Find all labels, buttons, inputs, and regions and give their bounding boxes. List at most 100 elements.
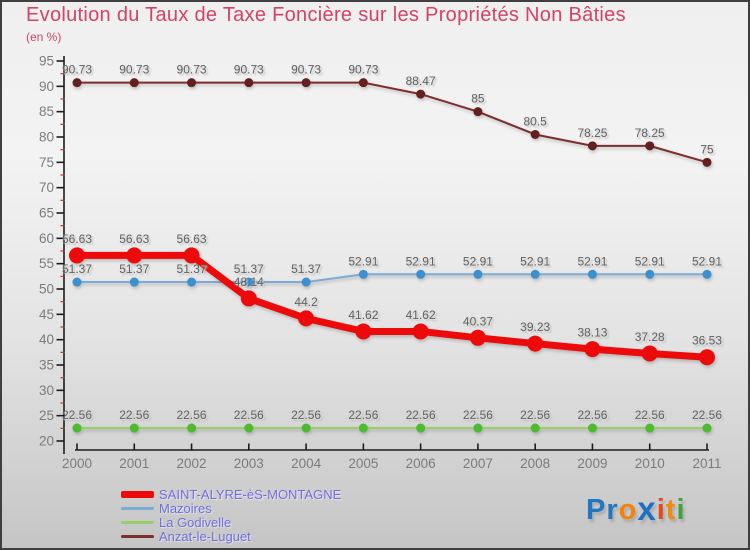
x-tick-label: 2008 bbox=[520, 456, 550, 471]
logo-letter: i bbox=[656, 494, 666, 526]
proxiti-logo: Proxiti bbox=[586, 489, 686, 527]
data-label: 22.56 bbox=[692, 408, 722, 422]
x-tick-label: 2004 bbox=[291, 456, 322, 471]
y-tick-label: 60 bbox=[39, 231, 54, 246]
data-label: 88.47 bbox=[406, 74, 436, 88]
data-point bbox=[301, 277, 311, 287]
logo-letter: x bbox=[637, 490, 657, 527]
data-label: 85 bbox=[471, 92, 485, 106]
y-tick-label: 50 bbox=[39, 282, 54, 297]
data-labels: 56.63 56.63 56.63 48.14 44.2 41.62 41.62 40.37 3… bbox=[62, 63, 722, 422]
data-point bbox=[183, 247, 200, 264]
x-tick-label: 2002 bbox=[177, 456, 207, 471]
data-label: 90.73 bbox=[119, 63, 149, 77]
line-chart: 20 25 30 35 40 45 50 55 60 65 70 75 80 85 90 95 2000 2001… bbox=[39, 54, 722, 472]
data-label: 52.91 bbox=[577, 254, 607, 268]
data-label: 52.91 bbox=[406, 254, 436, 268]
data-point bbox=[301, 78, 311, 88]
data-point bbox=[530, 423, 540, 433]
y-tick-label: 95 bbox=[39, 54, 54, 69]
data-label: 52.91 bbox=[463, 254, 493, 268]
legend-item: Mazoires bbox=[121, 502, 341, 515]
data-label: 36.53 bbox=[692, 334, 722, 348]
data-point bbox=[244, 277, 254, 287]
legend-swatch bbox=[121, 521, 154, 524]
data-point bbox=[473, 269, 483, 279]
x-tick-label: 2005 bbox=[348, 456, 378, 471]
data-label: 44.2 bbox=[294, 295, 318, 309]
data-point bbox=[129, 423, 139, 433]
data-label: 51.37 bbox=[234, 262, 264, 276]
data-point bbox=[587, 269, 597, 279]
data-label: 51.37 bbox=[119, 262, 149, 276]
y-tick-label: 20 bbox=[39, 434, 54, 449]
data-point bbox=[702, 423, 712, 433]
data-point bbox=[129, 78, 139, 88]
data-label: 56.63 bbox=[62, 232, 92, 246]
data-point bbox=[240, 290, 257, 307]
data-point bbox=[645, 141, 655, 151]
data-point bbox=[473, 423, 483, 433]
data-label: 22.56 bbox=[577, 408, 607, 422]
data-point bbox=[416, 423, 426, 433]
data-label: 51.37 bbox=[62, 262, 92, 276]
data-point bbox=[126, 247, 143, 264]
data-label: 22.56 bbox=[291, 408, 321, 422]
y-tick-label: 30 bbox=[39, 383, 54, 398]
y-tick-label: 25 bbox=[39, 408, 54, 423]
data-point bbox=[702, 269, 712, 279]
data-point bbox=[355, 323, 372, 340]
y-tick-label: 40 bbox=[39, 332, 54, 347]
data-point bbox=[187, 277, 197, 287]
data-point bbox=[358, 423, 368, 433]
y-tick-label: 75 bbox=[39, 155, 54, 170]
legend: SAINT-ALYRE-èS-MONTAGNE Mazoires La Godive… bbox=[121, 488, 341, 543]
data-point bbox=[416, 89, 426, 99]
data-point bbox=[702, 157, 712, 167]
data-label: 90.73 bbox=[62, 63, 92, 77]
data-label: 22.56 bbox=[635, 408, 665, 422]
data-point bbox=[587, 423, 597, 433]
data-label: 22.56 bbox=[348, 408, 378, 422]
data-point bbox=[72, 78, 82, 88]
series-Mazoires bbox=[72, 269, 712, 287]
data-point bbox=[244, 423, 254, 433]
y-tick-label: 85 bbox=[39, 104, 54, 119]
data-label: 22.56 bbox=[177, 408, 207, 422]
y-tick-label: 35 bbox=[39, 358, 54, 373]
data-point bbox=[72, 423, 82, 433]
y-tick-label: 45 bbox=[39, 307, 54, 322]
data-point bbox=[527, 335, 544, 352]
x-tick-label: 2010 bbox=[635, 456, 665, 471]
data-label: 52.91 bbox=[692, 254, 722, 268]
data-label: 78.25 bbox=[577, 126, 607, 140]
axes: 20 25 30 35 40 45 50 55 60 65 70 75 80 85 90 95 2000 2001… bbox=[39, 54, 722, 472]
data-point bbox=[187, 78, 197, 88]
data-label: 39.23 bbox=[520, 320, 550, 334]
x-tick-label: 2001 bbox=[119, 456, 149, 471]
data-label: 52.91 bbox=[520, 254, 550, 268]
data-point bbox=[584, 341, 601, 358]
data-label: 22.56 bbox=[62, 408, 92, 422]
data-label: 41.62 bbox=[406, 308, 436, 322]
data-point bbox=[530, 129, 540, 139]
legend-label: SAINT-ALYRE-èS-MONTAGNE bbox=[159, 487, 342, 502]
data-point bbox=[473, 107, 483, 117]
series-Anzat-le-Luguet bbox=[72, 78, 712, 167]
data-label: 75 bbox=[700, 142, 714, 156]
logo-letter: t bbox=[665, 494, 677, 526]
data-label: 90.73 bbox=[177, 63, 207, 77]
y-tick-label: 80 bbox=[39, 130, 54, 145]
data-label: 22.56 bbox=[406, 408, 436, 422]
data-label: 40.37 bbox=[463, 314, 493, 328]
logo-letter: P bbox=[586, 494, 607, 526]
x-tick-label: 2009 bbox=[577, 456, 607, 471]
data-label: 90.73 bbox=[291, 63, 321, 77]
data-point bbox=[301, 423, 311, 433]
data-label: 22.56 bbox=[520, 408, 550, 422]
data-label: 78.25 bbox=[635, 126, 665, 140]
page-subtitle: (en %) bbox=[26, 30, 62, 44]
data-point bbox=[641, 345, 658, 362]
logo-letter: i bbox=[676, 494, 686, 526]
